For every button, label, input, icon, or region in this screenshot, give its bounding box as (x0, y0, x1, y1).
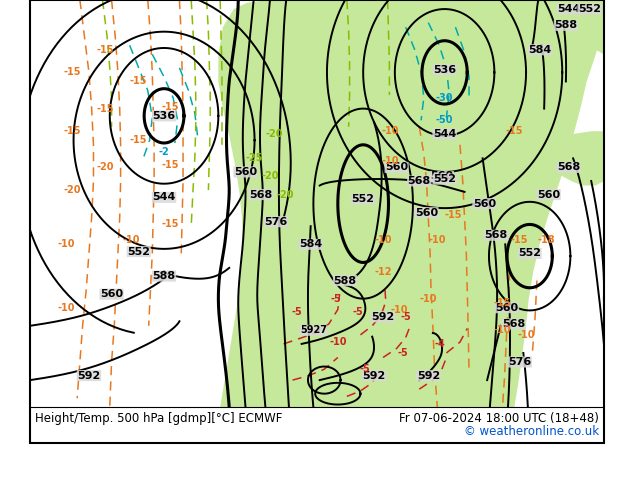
Text: Height/Temp. 500 hPa [gdmp][°C] ECMWF: Height/Temp. 500 hPa [gdmp][°C] ECMWF (35, 412, 282, 425)
Text: -2: -2 (158, 147, 169, 157)
Text: 560: 560 (430, 172, 453, 181)
Text: -15: -15 (64, 68, 81, 77)
Text: -15: -15 (64, 126, 81, 136)
Text: 560: 560 (100, 289, 123, 299)
Text: 560: 560 (385, 162, 408, 172)
Text: 560: 560 (415, 208, 438, 218)
Text: -15: -15 (162, 220, 179, 229)
Text: 568: 568 (484, 230, 508, 240)
Text: -10: -10 (494, 325, 511, 335)
Text: 560: 560 (537, 190, 560, 199)
Text: 576: 576 (264, 217, 288, 227)
Text: -20: -20 (261, 172, 279, 181)
Text: -30: -30 (436, 93, 453, 103)
Polygon shape (584, 0, 604, 54)
Text: 552: 552 (518, 248, 541, 258)
Text: 536: 536 (433, 65, 456, 74)
Text: -10: -10 (517, 330, 535, 340)
Text: 560: 560 (473, 198, 496, 209)
Text: -5: -5 (353, 307, 363, 317)
Text: -15: -15 (510, 235, 527, 245)
Text: 588: 588 (333, 275, 356, 286)
Text: Fr 07-06-2024 18:00 UTC (18+48): Fr 07-06-2024 18:00 UTC (18+48) (399, 412, 599, 425)
Text: -12: -12 (374, 267, 392, 276)
Text: -15: -15 (130, 135, 148, 145)
Text: -5: -5 (398, 348, 408, 358)
Text: -10: -10 (382, 126, 399, 136)
Text: 592: 592 (372, 312, 395, 322)
Text: 552: 552 (127, 246, 150, 257)
Text: 560: 560 (234, 167, 257, 177)
Text: 536: 536 (153, 111, 176, 121)
Text: -5: -5 (359, 364, 370, 374)
Text: -20: -20 (64, 185, 81, 195)
Text: 552: 552 (578, 4, 601, 14)
Text: -15: -15 (96, 45, 114, 55)
Text: -15: -15 (494, 298, 511, 308)
Text: 568: 568 (557, 162, 580, 172)
Bar (30, 407, 604, 452)
Text: -5: -5 (292, 307, 302, 317)
Text: 592: 592 (417, 370, 440, 381)
Text: -15: -15 (445, 210, 462, 221)
Text: -15: -15 (162, 102, 179, 112)
Text: 592: 592 (77, 370, 101, 381)
Text: -15: -15 (96, 103, 114, 114)
Text: -10: -10 (420, 294, 437, 304)
Text: © weatheronline.co.uk: © weatheronline.co.uk (464, 425, 599, 438)
Text: -10: -10 (329, 337, 347, 347)
Text: -10: -10 (391, 304, 408, 315)
Text: -15: -15 (505, 126, 523, 136)
Text: -20: -20 (276, 190, 294, 199)
Text: 592: 592 (363, 370, 385, 381)
Text: 544: 544 (152, 192, 176, 202)
Text: -5: -5 (330, 294, 341, 304)
Text: -10: -10 (58, 303, 75, 313)
Text: 568: 568 (501, 319, 525, 329)
Text: 560: 560 (496, 303, 519, 313)
Text: 584: 584 (299, 239, 322, 249)
Text: -18: -18 (537, 235, 555, 245)
Text: 552: 552 (352, 194, 375, 204)
Text: -10: -10 (123, 235, 140, 245)
Text: -25: -25 (246, 153, 263, 163)
Text: 588: 588 (153, 271, 176, 281)
Text: -5: -5 (400, 312, 411, 322)
Text: -20: -20 (96, 162, 114, 172)
Text: -50: -50 (436, 115, 453, 125)
Text: 588: 588 (554, 21, 578, 30)
Text: 568: 568 (408, 176, 431, 186)
Text: -10: -10 (382, 156, 399, 166)
Text: -4: -4 (435, 339, 446, 349)
Text: -20: -20 (266, 129, 283, 139)
Text: 568: 568 (249, 190, 273, 199)
Text: 552: 552 (433, 174, 456, 184)
Text: -15: -15 (162, 160, 179, 170)
Polygon shape (218, 0, 604, 407)
Text: 5927: 5927 (300, 325, 327, 335)
Text: -10: -10 (58, 239, 75, 249)
Text: 584: 584 (528, 45, 551, 55)
Text: 544: 544 (557, 4, 580, 14)
Text: -10: -10 (374, 235, 392, 245)
Text: -10: -10 (429, 235, 446, 245)
Polygon shape (553, 131, 604, 186)
Text: 576: 576 (508, 357, 531, 367)
Text: -15: -15 (130, 76, 148, 86)
Text: 544: 544 (433, 129, 456, 139)
